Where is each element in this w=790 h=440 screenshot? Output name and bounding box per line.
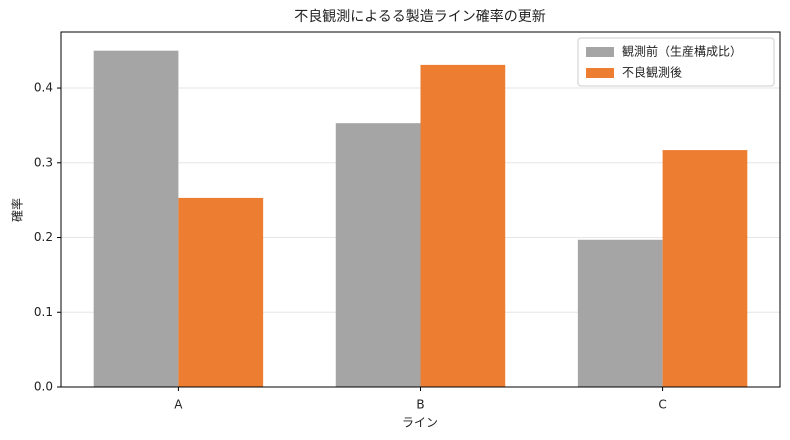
legend-label: 観測前（生産構成比） — [622, 44, 742, 59]
bar — [420, 64, 506, 387]
y-axis-label: 確率 — [10, 198, 25, 222]
y-tick-label: 0.4 — [34, 81, 53, 95]
y-tick-label: 0.3 — [34, 155, 53, 169]
plot-frame — [60, 31, 781, 388]
x-tick-label: B — [416, 398, 424, 412]
legend-swatch — [586, 47, 614, 57]
x-tick-label: A — [174, 398, 183, 412]
y-tick-label: 0.0 — [34, 380, 53, 394]
bar — [178, 197, 264, 387]
bar — [577, 239, 663, 387]
x-tick-label: C — [658, 398, 666, 412]
x-axis-label: ライン — [402, 416, 438, 430]
legend-swatch — [586, 68, 614, 78]
bar — [662, 150, 748, 387]
chart-title: 不良観測によるる製造ライン確率の更新 — [294, 8, 546, 25]
y-tick-label: 0.2 — [34, 230, 53, 244]
bar — [335, 123, 421, 387]
legend-label: 不良観測後 — [622, 65, 682, 80]
y-tick-label: 0.1 — [34, 305, 53, 319]
legend-box — [577, 37, 775, 87]
bar — [93, 50, 179, 388]
